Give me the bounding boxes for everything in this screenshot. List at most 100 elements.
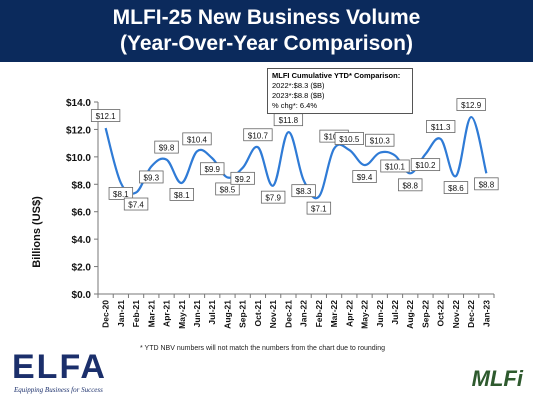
series-group [104,115,488,200]
x-tick-label: May-21 [177,300,187,329]
x-tick-label: Jul-22 [390,300,400,325]
data-label-text: $9.2 [235,175,251,184]
data-label-box [230,171,255,185]
data-label-text: $7.9 [265,194,281,203]
data-label-text: $8.3 [296,187,312,196]
x-tick-label: Oct-21 [253,300,263,327]
data-label: $12.9 [456,98,486,111]
data-label-text: $12.9 [461,101,482,110]
x-tick-label: Jan-23 [481,300,491,327]
data-label-text: $9.3 [144,173,160,182]
ytd-comparison-box: MLFI Cumulative YTD* Comparison: 2022*:$… [267,68,413,114]
data-label-box [291,184,316,198]
series-line [104,115,488,200]
data-label-text: $10.6 [324,133,345,142]
data-label-text: $10.1 [385,162,406,171]
y-tick-label: $2.0 [72,263,92,274]
data-label-box [456,98,486,111]
x-tick-label: Apr-22 [344,300,354,327]
data-label-box [398,178,423,192]
data-label-text: $8.8 [402,181,418,190]
x-tick-label: Mar-22 [329,300,339,328]
data-label-box [426,120,456,133]
x-tick-label: Jun-22 [375,300,385,328]
data-label-text: $8.1 [174,191,190,200]
y-tick-label: $12.0 [66,125,91,136]
data-label-box [306,201,332,215]
data-label-text: $11.3 [431,123,451,132]
data-label-box [352,170,377,183]
axes: $0.0 $2.0 $4.0 $6.0 $8.0 $10.0 $12.0 $14.0 Dec-2… [66,98,495,329]
line-chart: Billions (US$) $0.0 $2.0 $4.0 $6.0 $8.0 $10.0… [31,98,499,329]
y-tick-label: $4.0 [72,235,92,246]
data-label-text: $9.8 [159,144,175,153]
x-tick-label: Aug-21 [222,300,232,329]
x-tick-label: Apr-21 [162,300,172,327]
x-tick-label: Jul-21 [207,300,217,325]
data-label-text: $8.1 [113,190,129,199]
y-tick-label: $6.0 [72,208,92,219]
x-tick-label: Aug-22 [405,300,415,329]
data-label-box [365,133,395,147]
y-tick-label: $8.0 [72,180,92,191]
data-label: $9.2 [230,171,255,185]
data-label-box [154,140,179,154]
x-tick-label: Feb-21 [131,300,141,328]
elfa-logo-text: ELFA [12,348,107,386]
data-label-text: $10.2 [415,161,436,170]
data-label: $11.3 [426,120,456,133]
x-tick-label: Feb-22 [314,300,324,328]
data-label-text: $8.6 [448,184,464,193]
x-tick-label: Sep-22 [420,300,430,328]
elfa-tagline: Equipping Business for Success [14,386,103,394]
x-tick-label: Jun-21 [192,300,202,328]
data-label: $10.2 [410,158,441,172]
data-label-box [139,170,164,184]
data-label-box [474,177,499,191]
elfa-logo: ELFA Equipping Business for Success [12,348,107,394]
data-label: $10.7 [243,128,273,142]
footnote: * YTD NBV numbers will not match the num… [140,345,385,352]
data-label-text: $10.3 [370,137,391,146]
data-label-box [90,109,121,122]
data-label: $8.5 [215,182,240,196]
data-label: $10.4 [182,132,212,146]
data-label-box [410,158,441,172]
x-tick-label: May-22 [360,300,370,329]
data-label-text: $7.1 [311,205,327,214]
data-label-text: $10.4 [187,135,208,144]
data-label-box [200,162,225,176]
x-tick-label: Nov-22 [451,300,461,329]
data-label: $8.6 [443,181,469,194]
x-tick-label: Dec-21 [283,300,293,328]
x-tick-label: Mar-21 [146,300,156,328]
data-label-text: $7.4 [128,201,144,210]
data-label: $12.1 [90,109,121,122]
ytd-heading: MLFI Cumulative YTD* Comparison: [272,71,401,80]
y-tick-label: $14.0 [66,98,91,109]
chart-area: Billions (US$) $0.0 $2.0 $4.0 $6.0 $8.0 $10.0… [0,62,533,362]
x-tick-label: Nov-21 [268,300,278,329]
data-label: $9.3 [139,170,164,184]
data-label-box [243,128,273,142]
data-label-text: $9.9 [204,165,220,174]
data-label-box [334,132,364,145]
mlfi-brand: MLFi [471,366,523,391]
data-label: $9.4 [352,170,377,183]
y-tick-label: $10.0 [66,153,91,164]
data-label-box [123,197,149,211]
ytd-line-pct: % chg*: 6.4% [272,101,318,110]
data-label: $8.3 [291,184,316,198]
data-label-text: $11.8 [279,116,299,125]
data-label-box [169,188,194,201]
data-labels: $12.1$8.1$7.4$9.3$9.8$8.1$10.4$9.9$8.5$9… [90,98,499,215]
ytd-line-2022: 2022*:$8.3 ($B) [272,81,325,90]
y-axis-label: Billions (US$) [31,196,43,268]
chart-title-line1: MLFI-25 New Business Volume [112,6,421,29]
data-label-text: $12.1 [96,112,117,121]
x-tick-label: Oct-22 [436,300,446,327]
data-label: $9.9 [200,162,225,176]
data-label: $7.9 [260,190,286,204]
data-label: $10.1 [380,159,410,173]
chart-title-line2: (Year-Over-Year Comparison) [120,32,413,55]
